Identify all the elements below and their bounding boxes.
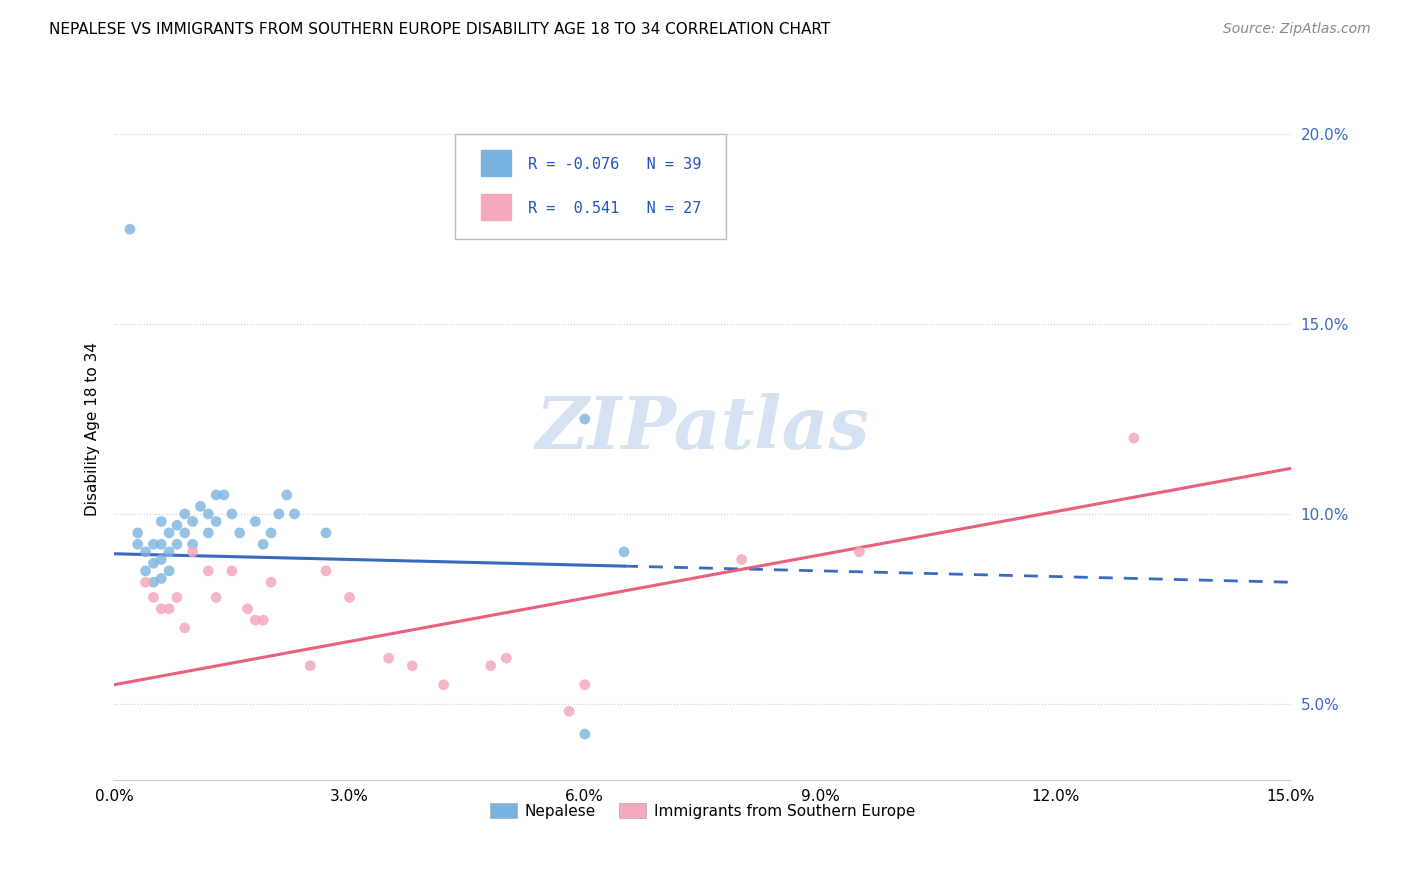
- Text: ZIPatlas: ZIPatlas: [536, 393, 869, 464]
- Point: [339, 591, 361, 605]
- Point: [150, 571, 173, 585]
- Point: [173, 507, 195, 521]
- Point: [181, 515, 204, 529]
- Point: [433, 678, 456, 692]
- Point: [150, 552, 173, 566]
- Point: [205, 488, 228, 502]
- Point: [558, 704, 581, 718]
- Text: Source: ZipAtlas.com: Source: ZipAtlas.com: [1223, 22, 1371, 37]
- Point: [1122, 431, 1144, 445]
- Point: [181, 545, 204, 559]
- Point: [181, 537, 204, 551]
- Point: [228, 525, 250, 540]
- Point: [166, 537, 188, 551]
- Point: [236, 602, 259, 616]
- Text: R =  0.541   N = 27: R = 0.541 N = 27: [529, 201, 702, 216]
- Point: [142, 575, 165, 590]
- Point: [574, 412, 596, 426]
- Point: [495, 651, 517, 665]
- Point: [276, 488, 298, 502]
- Point: [190, 500, 212, 514]
- Point: [245, 515, 267, 529]
- FancyBboxPatch shape: [456, 134, 725, 239]
- Point: [157, 525, 180, 540]
- Point: [142, 556, 165, 570]
- Point: [252, 537, 274, 551]
- Point: [135, 575, 157, 590]
- Point: [142, 537, 165, 551]
- Point: [157, 602, 180, 616]
- Point: [127, 537, 149, 551]
- Text: R = -0.076   N = 39: R = -0.076 N = 39: [529, 157, 702, 172]
- Point: [731, 552, 754, 566]
- Point: [315, 564, 337, 578]
- Point: [574, 727, 596, 741]
- Point: [284, 507, 307, 521]
- Bar: [481, 194, 510, 220]
- Y-axis label: Disability Age 18 to 34: Disability Age 18 to 34: [86, 342, 100, 516]
- Point: [150, 515, 173, 529]
- Point: [173, 621, 195, 635]
- Point: [118, 222, 141, 236]
- Point: [205, 591, 228, 605]
- Bar: [481, 150, 510, 177]
- Point: [212, 488, 235, 502]
- Point: [260, 575, 283, 590]
- Point: [260, 525, 283, 540]
- Point: [166, 518, 188, 533]
- Point: [221, 564, 243, 578]
- Point: [150, 602, 173, 616]
- Point: [299, 658, 322, 673]
- Point: [267, 507, 290, 521]
- Point: [221, 507, 243, 521]
- Point: [197, 507, 219, 521]
- Point: [135, 545, 157, 559]
- Point: [315, 525, 337, 540]
- Point: [848, 545, 870, 559]
- Text: NEPALESE VS IMMIGRANTS FROM SOUTHERN EUROPE DISABILITY AGE 18 TO 34 CORRELATION : NEPALESE VS IMMIGRANTS FROM SOUTHERN EUR…: [49, 22, 831, 37]
- Point: [252, 613, 274, 627]
- Point: [377, 651, 399, 665]
- Point: [205, 515, 228, 529]
- Point: [135, 564, 157, 578]
- Point: [613, 545, 636, 559]
- Point: [245, 613, 267, 627]
- Point: [142, 591, 165, 605]
- Point: [150, 537, 173, 551]
- Point: [401, 658, 423, 673]
- Point: [157, 564, 180, 578]
- Point: [166, 591, 188, 605]
- Point: [574, 678, 596, 692]
- Point: [127, 525, 149, 540]
- Point: [173, 525, 195, 540]
- Point: [479, 658, 502, 673]
- Point: [157, 545, 180, 559]
- Legend: Nepalese, Immigrants from Southern Europe: Nepalese, Immigrants from Southern Europ…: [484, 797, 921, 824]
- Point: [197, 564, 219, 578]
- Point: [197, 525, 219, 540]
